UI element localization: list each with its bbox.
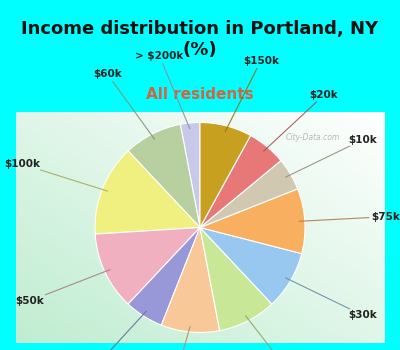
Text: City-Data.com: City-Data.com xyxy=(286,133,340,142)
Wedge shape xyxy=(200,228,272,331)
Wedge shape xyxy=(128,228,200,325)
Text: $60k: $60k xyxy=(93,69,154,139)
Text: $50k: $50k xyxy=(16,270,110,306)
Text: > $200k: > $200k xyxy=(136,51,190,129)
Text: $20k: $20k xyxy=(264,90,338,151)
Wedge shape xyxy=(200,228,302,304)
Wedge shape xyxy=(128,124,200,228)
Wedge shape xyxy=(180,122,200,228)
Text: $100k: $100k xyxy=(4,159,108,191)
Text: $10k: $10k xyxy=(286,135,377,177)
Text: All residents: All residents xyxy=(146,88,254,102)
Text: $30k: $30k xyxy=(286,278,377,320)
Text: $150k: $150k xyxy=(225,56,279,132)
Wedge shape xyxy=(95,228,200,304)
Wedge shape xyxy=(200,135,281,228)
Wedge shape xyxy=(161,228,220,332)
Wedge shape xyxy=(200,161,298,228)
Text: $200k: $200k xyxy=(72,311,146,350)
Wedge shape xyxy=(200,189,305,254)
Wedge shape xyxy=(200,122,250,228)
Text: $40k: $40k xyxy=(155,326,190,350)
Text: $75k: $75k xyxy=(299,212,400,222)
Wedge shape xyxy=(95,151,200,234)
Text: $125k: $125k xyxy=(246,316,314,350)
Text: Income distribution in Portland, NY
(%): Income distribution in Portland, NY (%) xyxy=(22,20,378,59)
